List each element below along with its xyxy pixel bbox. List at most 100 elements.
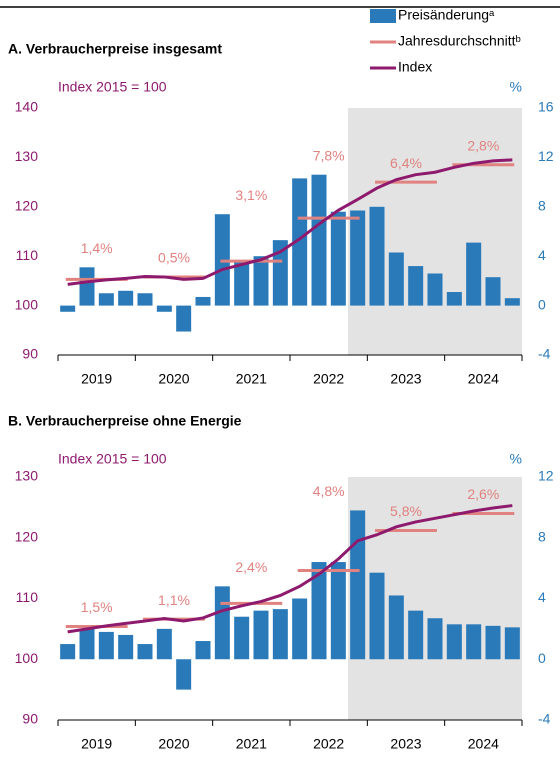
index-line [67,504,513,634]
x-tick-label: 2024 [468,736,499,752]
x-tick-label: 2019 [81,371,112,387]
y-tick-label: 140 [15,99,39,115]
bar [350,510,366,660]
bar [504,627,520,660]
annual-change-label: 2,6% [467,486,499,502]
bar [446,292,462,306]
bar [466,242,482,306]
bar [118,290,134,306]
x-tick-label: 2021 [236,736,267,752]
y-tick-label: 90 [22,711,38,727]
annual-change-label: 4,8% [313,483,345,499]
y2-axis-label: % [510,79,522,95]
y-tick-label: 110 [16,589,39,605]
bar [156,305,172,312]
annual-change-label: 1,4% [81,240,113,256]
bar [311,562,327,660]
annual-change-label: 7,8% [313,147,345,163]
bar [98,293,114,306]
x-tick-label: 2023 [390,736,421,752]
panel-title: B. Verbraucherpreise ohne Energie [8,413,242,429]
annual-change-label: 3,1% [235,187,267,203]
bar [446,624,462,660]
legend-label: Preisänderungᵃ [398,7,495,23]
index-line [67,158,513,286]
bar [504,298,520,306]
bar [388,252,404,306]
y2-tick-label: -4 [538,346,551,362]
bar [427,273,443,306]
annual-change-label: 0,5% [158,250,190,266]
y2-axis-label: % [510,451,522,467]
annual-change-label: 5,8% [390,503,422,519]
y2-tick-label: 4 [538,589,546,605]
y-axis-label: Index 2015 = 100 [58,79,167,95]
bar [118,634,134,660]
bar [388,595,404,660]
bar [427,618,443,660]
bar [408,610,424,660]
bar [98,631,114,660]
y2-tick-label: -4 [538,711,551,727]
bar [234,261,250,306]
bar [369,572,385,660]
bar [137,644,153,660]
bar [60,305,76,312]
bar [234,616,250,660]
bar [311,174,327,306]
x-tick-label: 2020 [158,371,189,387]
legend-label: Index [398,59,432,75]
y2-tick-label: 8 [538,528,546,544]
x-tick-label: 2022 [313,371,344,387]
bar [137,293,153,306]
legend-label: Jahresdurchschnittᵇ [398,33,521,49]
y-axis-label: Index 2015 = 100 [58,451,167,467]
bar [176,305,192,332]
bar [195,641,211,660]
x-tick-label: 2023 [390,371,421,387]
y-tick-label: 110 [16,247,39,263]
bar [60,644,76,660]
y-tick-label: 120 [15,198,39,214]
bar [79,628,95,660]
bar [272,609,288,660]
y-tick-label: 100 [15,296,39,312]
y2-tick-label: 16 [538,99,554,115]
bar [330,562,346,660]
bar [79,267,95,306]
bar [176,659,192,690]
bar [408,266,424,306]
x-tick-label: 2020 [158,736,189,752]
y-tick-label: 120 [15,528,39,544]
bar [466,624,482,660]
bar [292,178,308,306]
annual-change-label: 1,5% [81,599,113,615]
y-tick-label: 90 [22,346,38,362]
y-tick-label: 130 [15,468,39,484]
y2-tick-label: 12 [538,468,554,484]
bar [253,256,269,306]
y2-tick-label: 12 [538,148,554,164]
bar [292,598,308,660]
x-tick-label: 2022 [313,736,344,752]
x-tick-label: 2019 [81,736,112,752]
panel-title: A. Verbraucherpreise insgesamt [8,41,222,57]
y-tick-label: 100 [15,650,39,666]
annual-change-label: 6,4% [390,155,422,171]
y2-tick-label: 0 [538,650,546,666]
bar [369,206,385,306]
annual-change-label: 2,8% [467,138,499,154]
y2-tick-label: 0 [538,296,546,312]
bar [485,277,501,306]
y2-tick-label: 8 [538,198,546,214]
bar [485,625,501,660]
bar [350,210,366,306]
bar [330,211,346,306]
bar [195,296,211,306]
legend-swatch [370,9,396,23]
x-tick-label: 2021 [236,371,267,387]
y-tick-label: 130 [15,148,39,164]
annual-change-label: 2,4% [235,559,267,575]
